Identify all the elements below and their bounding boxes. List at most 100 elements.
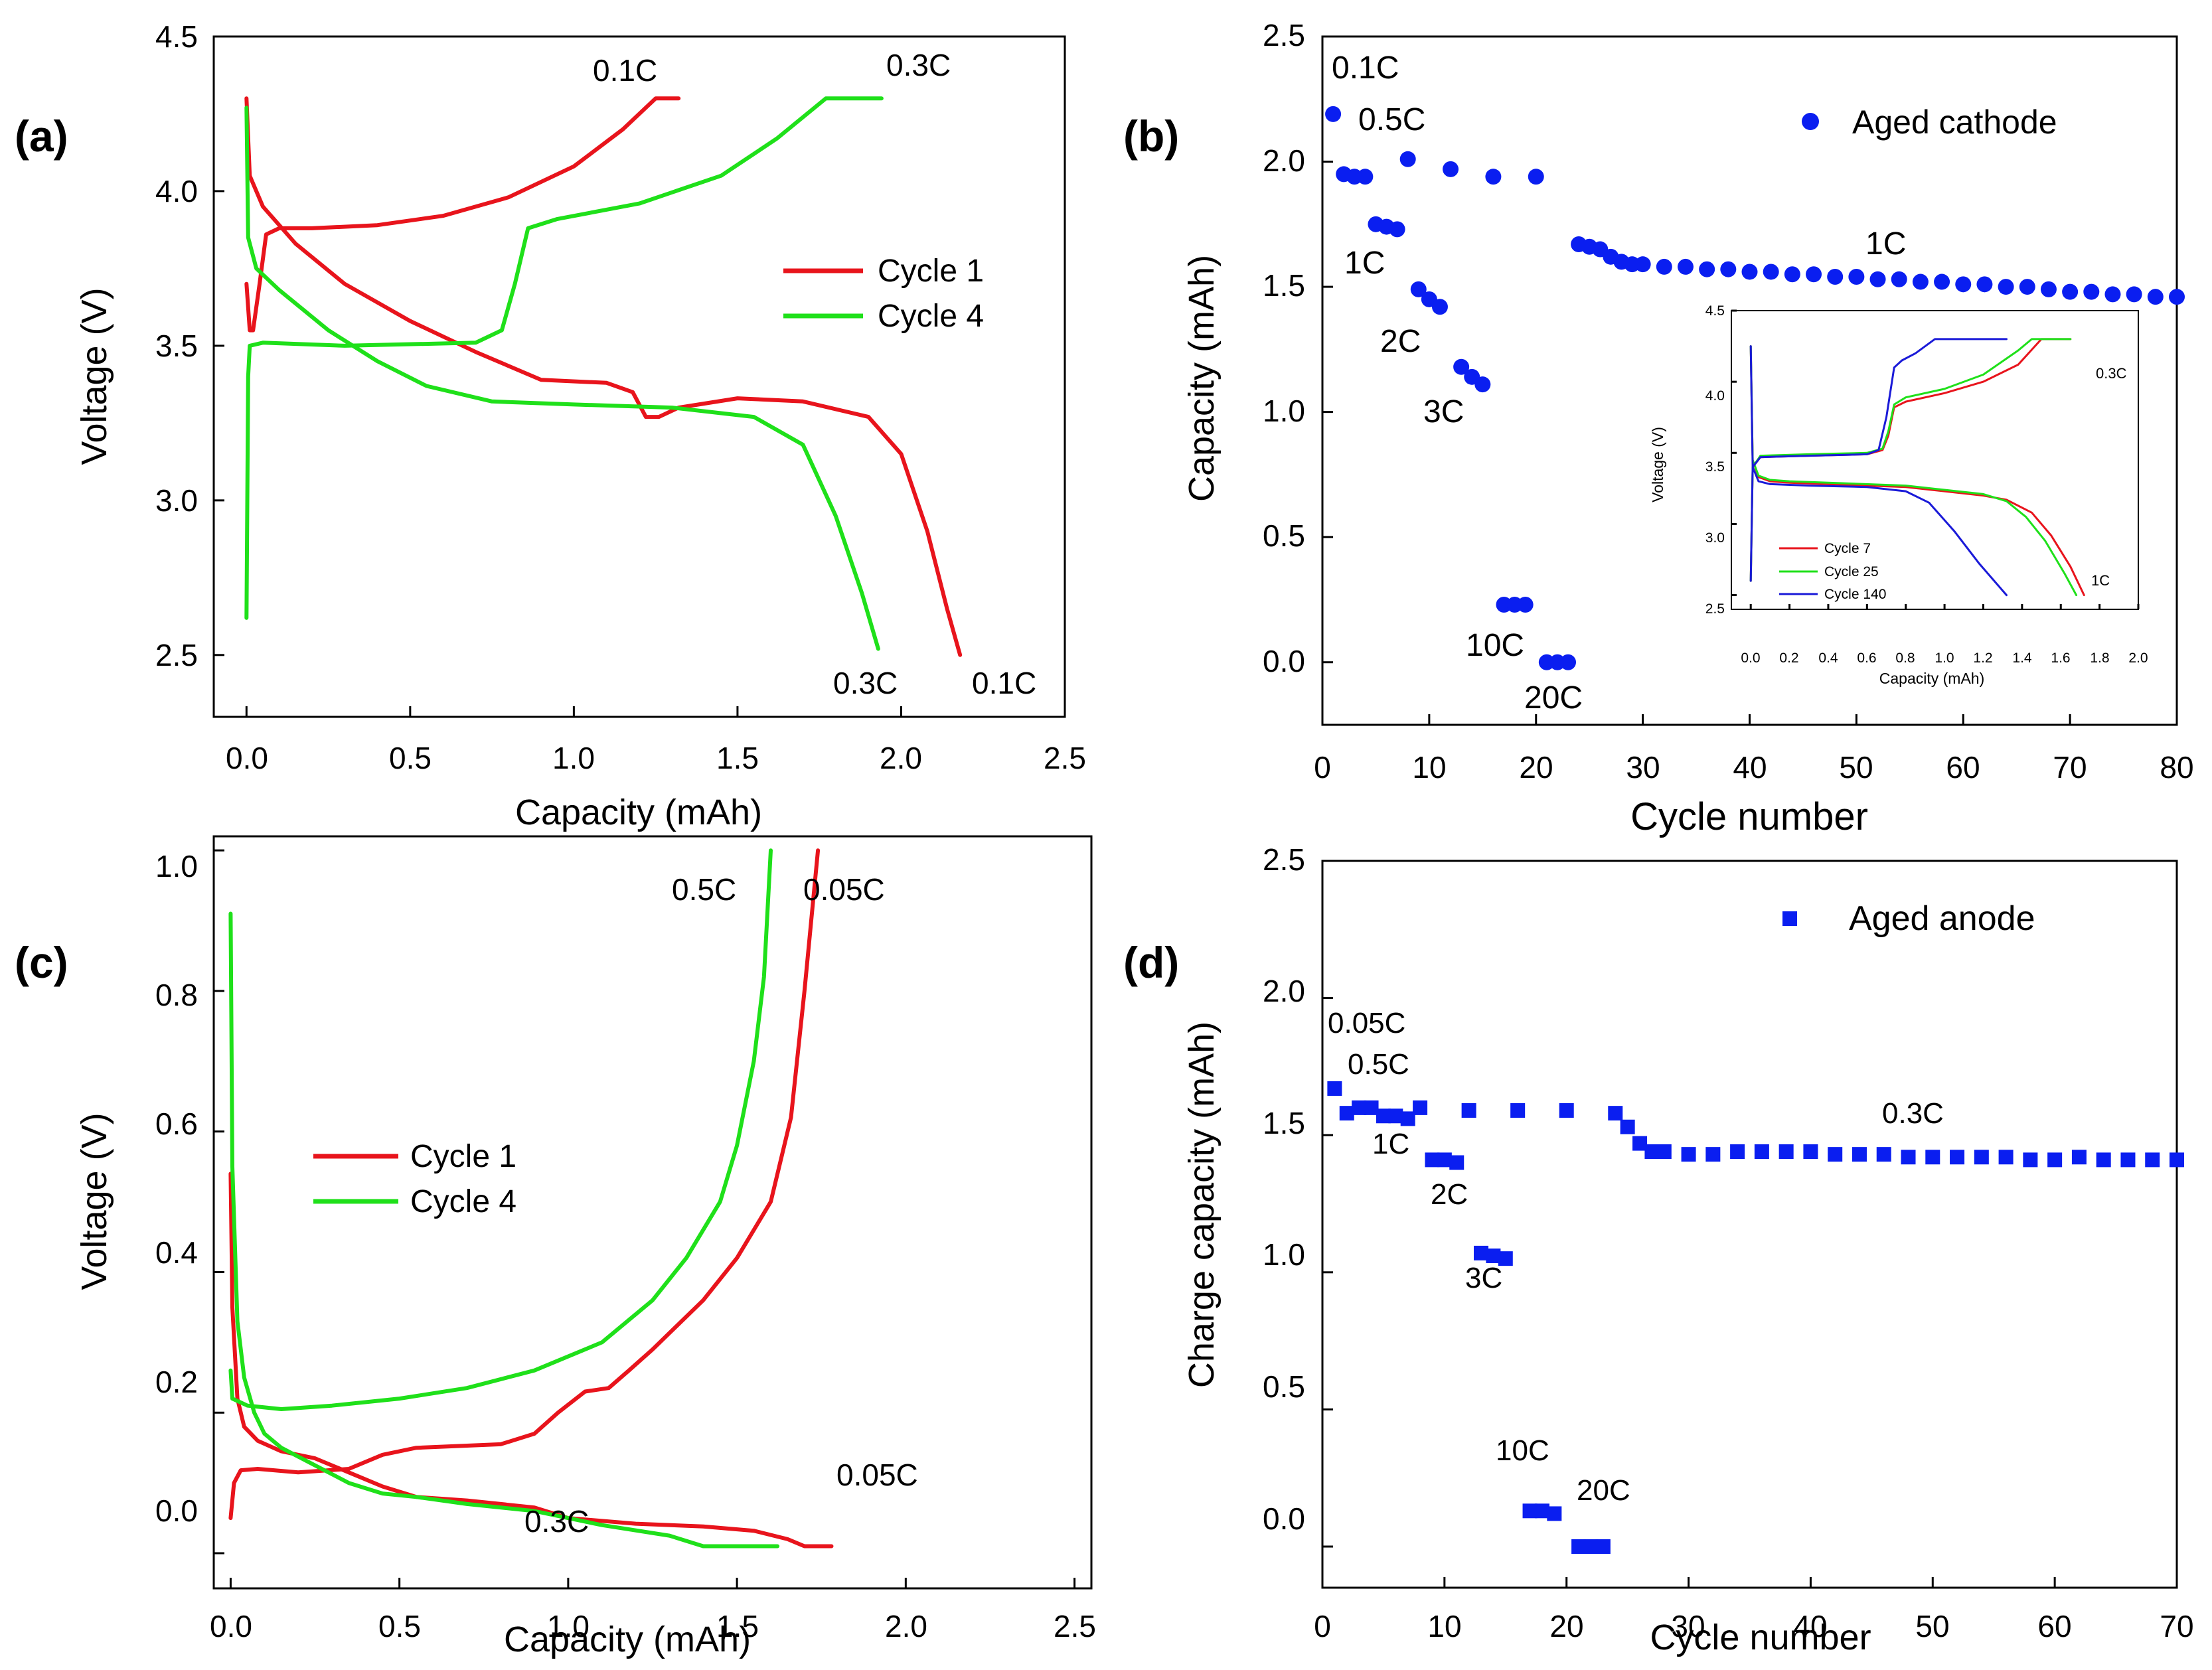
panel-c-label: (c) [15, 938, 68, 987]
panel-d-point [1632, 1136, 1648, 1151]
panel-b-x-tick-label: 10 [1412, 750, 1446, 785]
inset-line-cycle-140-discharge [1749, 345, 2008, 597]
panel-a-legend-label-cycle-1: Cycle 1 [878, 254, 984, 289]
panel-d-point [2096, 1152, 2111, 1168]
panel-b-point [1431, 299, 1448, 315]
panel-b-annotation-1c: 1C [1344, 246, 1385, 281]
panel-b-inset: 0.0 0.2 0.4 0.6 0.8 1.0 1.2 1.4 1.6 1.8 … [1649, 303, 2148, 687]
panel-a-line-cycle-1-charge [244, 96, 681, 333]
panel-b-point [2019, 279, 2035, 295]
panel-d-x-tick-label: 10 [1427, 1609, 1461, 1643]
panel-d-y-tick-label: 1.0 [1263, 1237, 1305, 1272]
inset-x-tick-label: 1.4 [2012, 650, 2032, 666]
panel-c-y-tick-labels: 0.0 0.2 0.4 0.6 0.8 1.0 [155, 849, 198, 1528]
panel-d-annotation-1c: 1C [1372, 1128, 1409, 1160]
panel-b-x-tick-label: 80 [2160, 750, 2193, 785]
panel-d-point [1571, 1539, 1587, 1555]
panel-d-point [2023, 1152, 2038, 1168]
panel-a-y-tick-label: 3.5 [155, 329, 198, 363]
inset-legend-label-cycle-25: Cycle 25 [1824, 564, 1879, 579]
panel-d-point [2071, 1150, 2087, 1165]
panel-d-point [1522, 1503, 1538, 1519]
panel-b-point [1998, 279, 2014, 295]
panel-c-x-tick-labels: 0.0 0.5 1.0 1.5 2.0 2.5 [210, 1609, 1096, 1643]
panel-d-annotation-10c: 10C [1496, 1434, 1549, 1467]
panel-b-y-tick-label: 2.0 [1263, 143, 1305, 178]
panel-c: (c) 0.0 0.5 1.0 1.5 2.0 2.5 0.0 0.2 0.4 … [15, 835, 1096, 1659]
panel-d-point [1498, 1251, 1513, 1266]
panel-d-x-tick-label: 40 [1793, 1609, 1827, 1643]
panel-a-x-tick-label: 1.0 [552, 741, 595, 775]
panel-d-annotations: 0.05C 0.5C 1C 2C 3C 10C 20C 0.3C [1328, 1007, 1944, 1507]
panel-b-point [1912, 273, 1929, 290]
inset-series-lines [1731, 309, 2140, 609]
panel-b-x-tick-label: 0 [1314, 750, 1331, 785]
panel-b-label: (b) [1123, 112, 1179, 161]
inset-x-axis-label: Capacity (mAh) [1879, 670, 1984, 687]
inset-y-tick-label: 3.0 [1705, 530, 1725, 546]
panel-b-annotation-1c-long: 1C [1865, 226, 1906, 262]
panel-c-x-tick-label: 1.5 [716, 1609, 759, 1643]
panel-b-point [1443, 161, 1459, 177]
panel-a-x-axis-label: Capacity (mAh) [515, 793, 762, 832]
panel-d-series-points [1321, 860, 2184, 1588]
panel-b-point [1891, 271, 1907, 287]
panel-a-y-tick-label: 3.0 [155, 483, 198, 518]
inset-x-tick-label: 2.0 [2128, 650, 2148, 666]
panel-d-point [2145, 1152, 2160, 1168]
panel-b-point [1741, 264, 1758, 280]
panel-a-line-cycle-1-discharge [244, 96, 963, 657]
inset-plot-frame [1731, 310, 2139, 610]
panel-c-x-tick-label: 2.0 [885, 1609, 927, 1643]
inset-y-tick-label: 4.5 [1705, 303, 1725, 319]
panel-d-point [1413, 1100, 1428, 1115]
panel-b-point [1848, 269, 1865, 285]
panel-c-y-tick-label: 0.6 [155, 1106, 198, 1141]
panel-d-legend-label-aged-anode: Aged anode [1849, 899, 2035, 938]
panel-a-legend: Cycle 1 Cycle 4 [783, 254, 984, 334]
inset-legend-label-cycle-140: Cycle 140 [1824, 587, 1886, 602]
panel-d-y-tick-label: 0.0 [1263, 1501, 1305, 1536]
panel-d-point [1998, 1150, 2014, 1165]
panel-d-point [1754, 1144, 1769, 1159]
panel-a-annotation-0-3c-discharge: 0.3C [833, 666, 898, 700]
panel-a-label: (a) [15, 112, 68, 161]
panel-b-y-axis-label: Capacity (mAh) [1182, 255, 1222, 502]
panel-b-point [1699, 261, 1715, 277]
panel-d-point [1474, 1245, 1489, 1260]
inset-y-tick-labels: 2.5 3.0 3.5 4.0 4.5 [1705, 303, 1725, 617]
panel-b-point [1763, 264, 1779, 280]
panel-b-point [1517, 596, 1534, 613]
inset-x-tick-label: 0.6 [1857, 650, 1876, 666]
panel-c-y-tick-label: 1.0 [155, 849, 198, 883]
inset-annotation-0-3c: 0.3C [2096, 365, 2127, 382]
panel-b-point [2147, 289, 2164, 305]
panel-a-y-tick-label: 4.5 [155, 19, 198, 54]
panel-b-point [1453, 358, 1470, 375]
panel-d-point [1828, 1147, 1843, 1162]
panel-b-point [2104, 286, 2121, 303]
panel-d-y-tick-label: 2.0 [1263, 974, 1305, 1008]
panel-b-annotations: 0.1C 0.5C 1C 2C 3C 10C 20C 1C [1332, 50, 1906, 716]
panel-d-annotation-0-05c: 0.05C [1328, 1007, 1405, 1039]
panel-b-y-tick-labels: 0.0 0.5 1.0 1.5 2.0 2.5 [1263, 18, 1305, 678]
panel-a-x-tick-labels: 0.0 0.5 1.0 1.5 2.0 2.5 [226, 741, 1086, 775]
panel-b-point [1399, 151, 1416, 167]
inset-legend-label-cycle-7: Cycle 7 [1824, 541, 1871, 556]
panel-b-x-tick-label: 30 [1626, 750, 1660, 785]
panel-b-y-tick-label: 0.0 [1263, 644, 1305, 678]
panel-b-x-tick-label: 40 [1733, 750, 1767, 785]
panel-d-label: (d) [1123, 938, 1179, 987]
panel-b-point [1410, 281, 1427, 297]
panel-d-point [1705, 1147, 1721, 1162]
panel-a-x-tick-label: 0.0 [226, 741, 268, 775]
inset-annotations: 0.3C 1C [2091, 365, 2127, 589]
panel-a-y-tick-label: 4.0 [155, 174, 198, 208]
panel-b-point [1528, 169, 1544, 185]
panel-d-point [1950, 1150, 1965, 1165]
panel-b-point [2083, 283, 2100, 300]
inset-line-cycle-25-discharge [1749, 345, 2078, 597]
panel-a-y-tick-label: 2.5 [155, 638, 198, 672]
panel-d-annotation-0-5c: 0.5C [1348, 1048, 1409, 1081]
